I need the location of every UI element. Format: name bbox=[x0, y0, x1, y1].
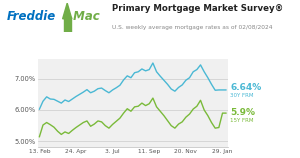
Text: 15Y FRM: 15Y FRM bbox=[230, 118, 254, 123]
Text: 5.9%: 5.9% bbox=[230, 108, 255, 117]
Text: Freddie: Freddie bbox=[7, 10, 56, 23]
Polygon shape bbox=[64, 17, 71, 32]
Text: U.S. weekly average mortgage rates as of 02/08/2024: U.S. weekly average mortgage rates as of… bbox=[112, 25, 273, 30]
Polygon shape bbox=[63, 3, 72, 19]
Text: Mac: Mac bbox=[69, 10, 100, 23]
Text: Primary Mortgage Market Survey®: Primary Mortgage Market Survey® bbox=[112, 4, 284, 13]
Text: 30Y FRM: 30Y FRM bbox=[230, 93, 254, 98]
Text: 6.64%: 6.64% bbox=[230, 83, 262, 92]
